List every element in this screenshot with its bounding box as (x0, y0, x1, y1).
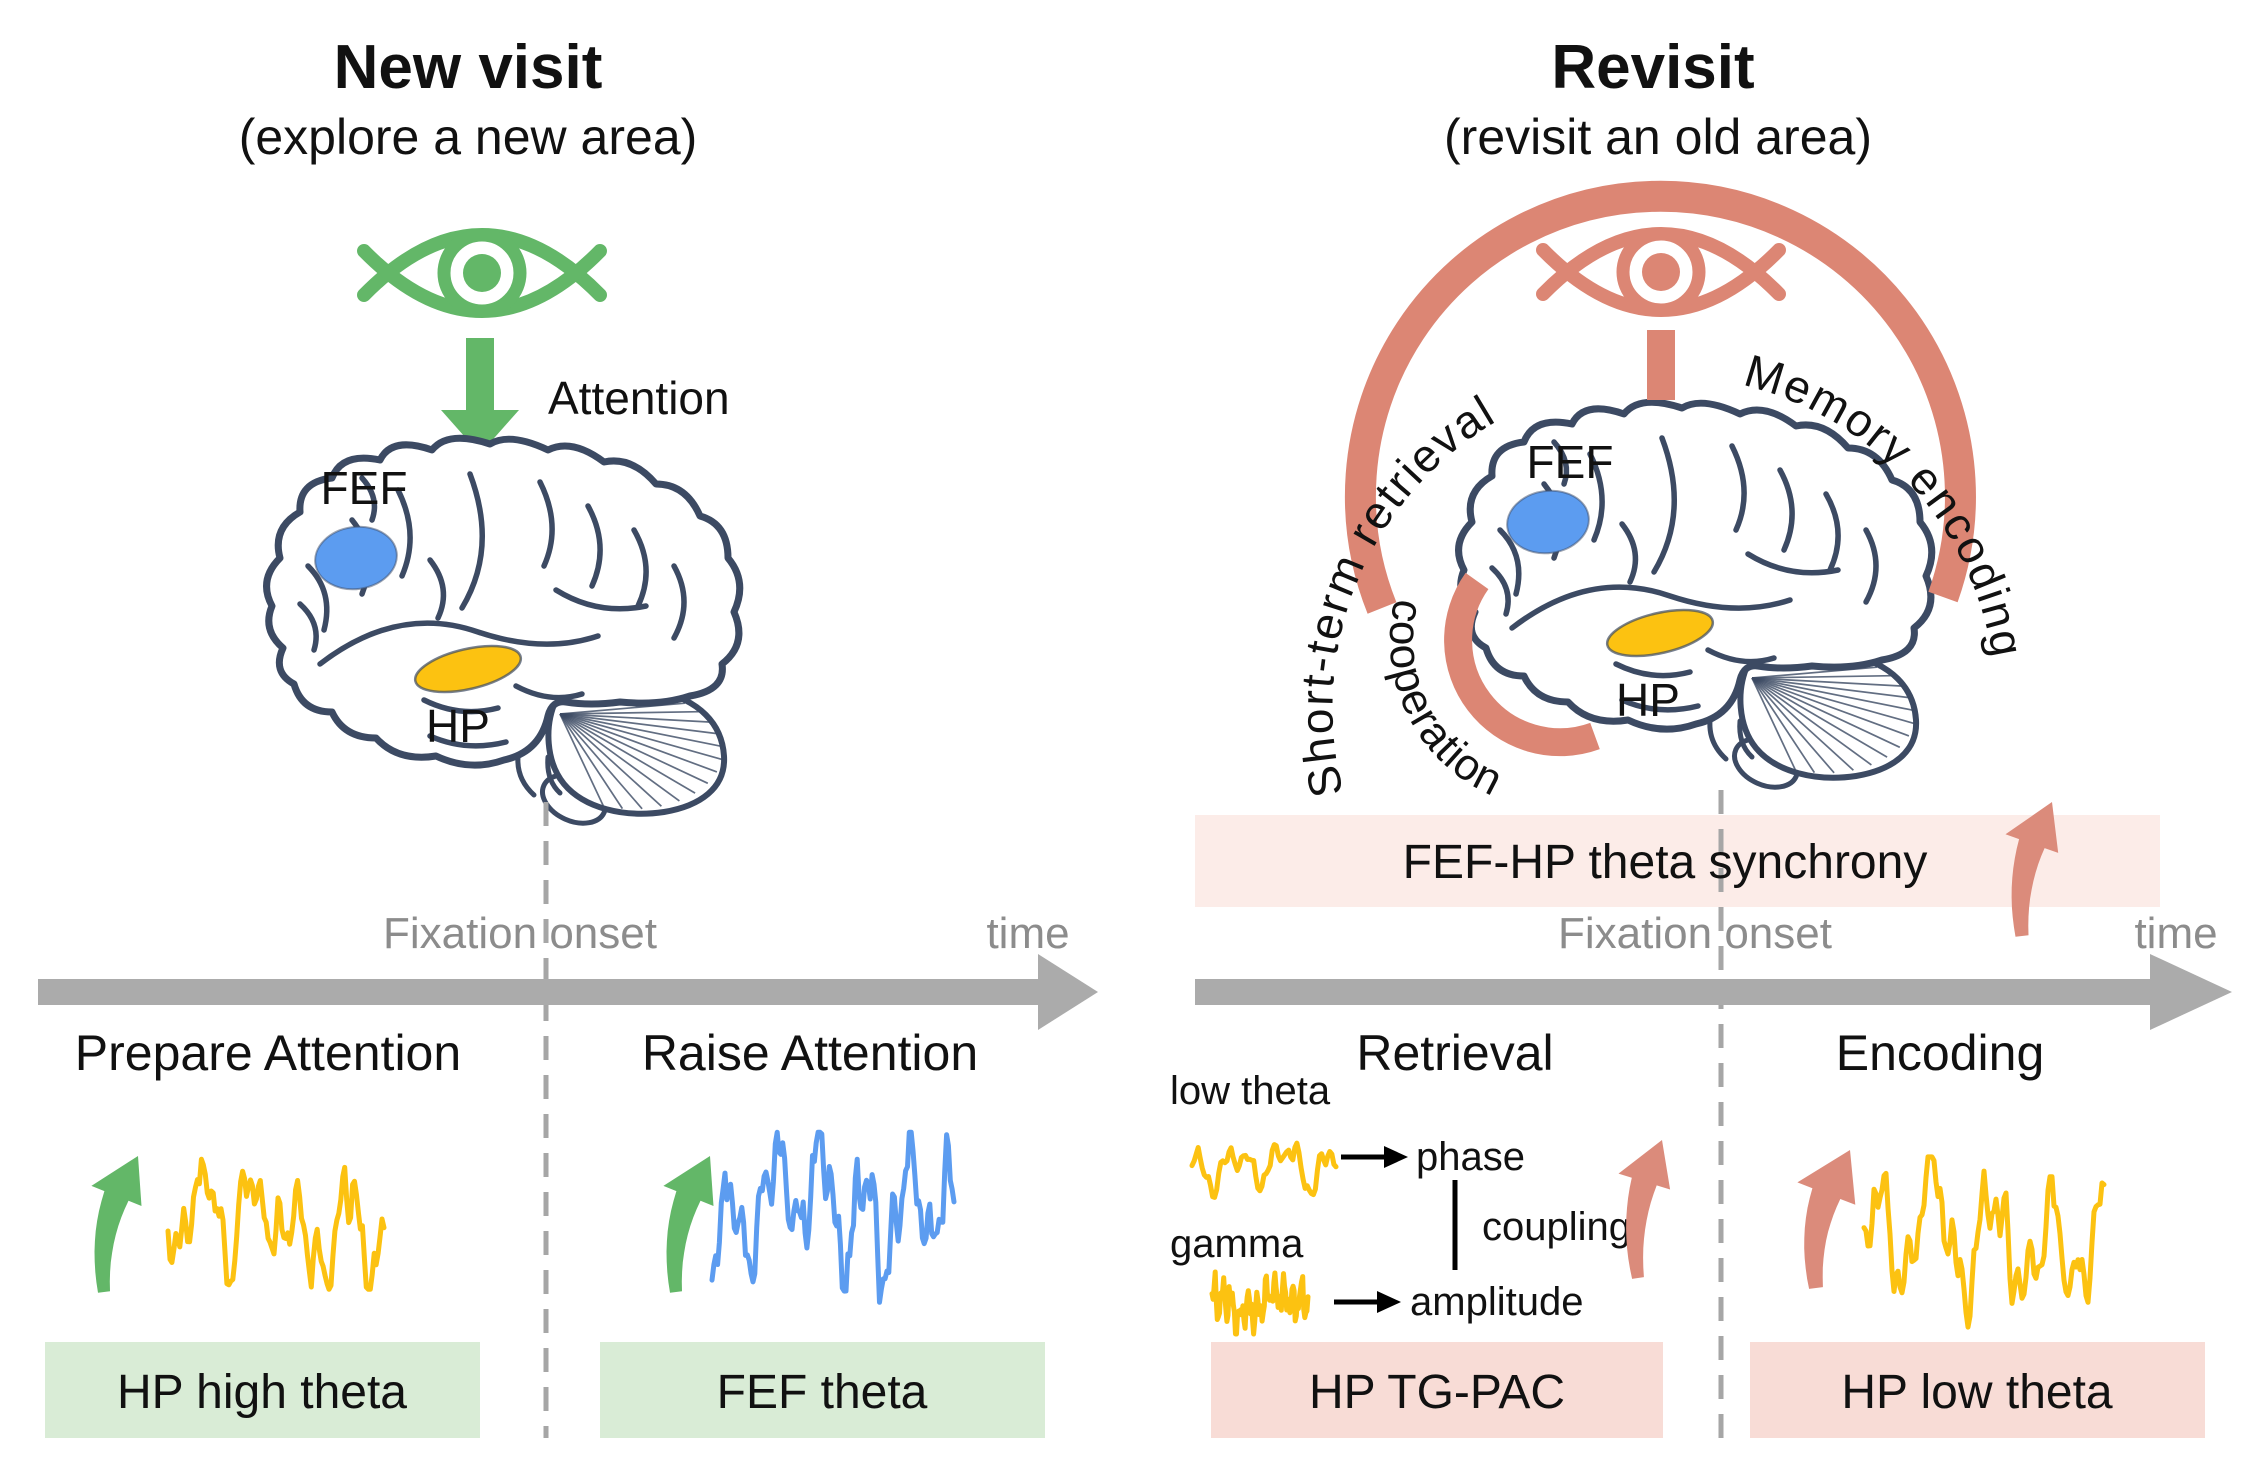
fef-theta-box-label: FEF theta (717, 1366, 928, 1419)
prepare-attention-label: Prepare Attention (75, 1025, 461, 1081)
down-arrow-icon (441, 338, 519, 454)
curved-up-arrow-icon (91, 1156, 142, 1293)
time-label-left: time (986, 909, 1069, 958)
gamma-waveform (1209, 1269, 1311, 1337)
hp-tgpac-box-label: HP TG-PAC (1309, 1366, 1565, 1419)
fef-label-left: FEF (321, 462, 408, 514)
retrieval-label: Retrieval (1356, 1025, 1553, 1081)
raise-attention-label: Raise Attention (642, 1025, 978, 1081)
right-panel-title: Revisit (1551, 33, 1754, 102)
cooperation-arc (1444, 572, 1600, 757)
timeline-arrow-icon (38, 954, 1098, 1030)
theta-synchrony-label: FEF-HP theta synchrony (1403, 836, 1928, 889)
left-panel-subtitle: (explore a new area) (239, 109, 698, 165)
hp-theta-waveform (165, 1156, 387, 1292)
attention-label: Attention (548, 372, 730, 424)
timeline-arrow-icon (1195, 954, 2232, 1030)
encoding-label: Encoding (1836, 1025, 2045, 1081)
hp-tgpac-box (1211, 1342, 1663, 1438)
hp-high-theta-box (45, 1342, 480, 1438)
low-theta-waveform (1189, 1140, 1339, 1200)
fixation-onset-label-right: Fixation onset (1558, 909, 1832, 958)
phase-label: phase (1416, 1135, 1525, 1179)
amplitude-label: amplitude (1410, 1280, 1583, 1324)
coupling-label: coupling (1482, 1205, 1631, 1249)
right-arrow-icon (1334, 1291, 1401, 1313)
memory-arc (1344, 180, 1976, 614)
curved-up-arrow-icon (1797, 1150, 1856, 1289)
curved-up-arrow-icon (2005, 802, 2059, 937)
curved-up-arrow-icon (1618, 1140, 1671, 1279)
gamma-label: gamma (1170, 1222, 1304, 1266)
fixation-onset-label-left: Fixation onset (383, 909, 657, 958)
curved-up-arrow-icon (663, 1156, 714, 1293)
hp-label-left: HP (426, 700, 490, 752)
hp-high-theta-box-label: HP high theta (117, 1366, 407, 1419)
fef-theta-waveform (709, 1129, 957, 1305)
fef-label-right: FEF (1527, 436, 1614, 488)
hp-low-theta-box (1750, 1342, 2205, 1438)
hp-low-theta-waveform (1861, 1154, 2107, 1330)
left-panel-title: New visit (334, 33, 603, 102)
right-panel-subtitle: (revisit an old area) (1444, 109, 1872, 165)
fef-theta-box (600, 1342, 1045, 1438)
time-label-right: time (2134, 909, 2217, 958)
theta-synchrony-band (1195, 815, 2160, 907)
right-arrow-icon (1341, 1146, 1408, 1168)
hp-low-theta-box-label: HP low theta (1841, 1366, 2113, 1419)
eye-icon (364, 235, 600, 311)
low-theta-label: low theta (1170, 1069, 1331, 1113)
eye-arc-stem (1647, 330, 1675, 400)
hp-label-right: HP (1616, 674, 1680, 726)
eye-icon (1543, 234, 1779, 310)
